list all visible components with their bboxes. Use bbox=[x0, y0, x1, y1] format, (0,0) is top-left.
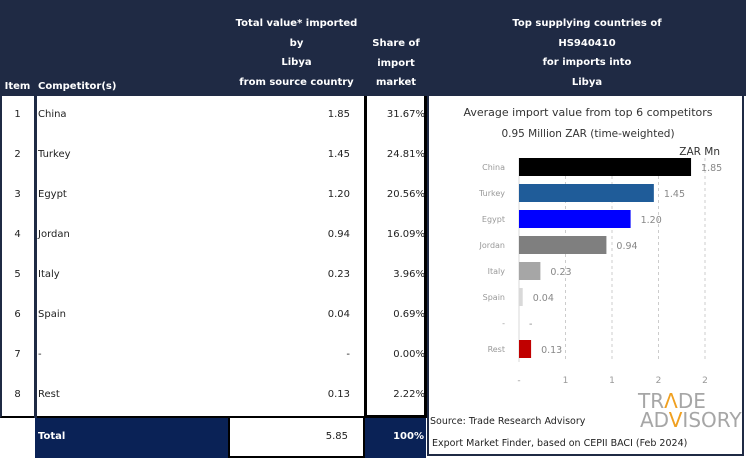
table-row: 3 Egypt 1.20 20.56% bbox=[0, 176, 428, 216]
chart-title: Average import value from top 6 competit… bbox=[463, 106, 712, 119]
category-label: Jordan bbox=[479, 241, 505, 250]
data-label: 0.04 bbox=[533, 293, 554, 304]
category-label: Egypt bbox=[482, 215, 505, 224]
table-row: 4 Jordan 0.94 16.09% bbox=[0, 216, 428, 256]
category-label: Turkey bbox=[478, 189, 505, 198]
cell-value: 1.85 bbox=[327, 109, 350, 120]
cell-item: 1 bbox=[14, 109, 21, 120]
table-row: 2 Turkey 1.45 24.81% bbox=[0, 136, 428, 176]
cell-competitor: Spain bbox=[38, 309, 66, 320]
cell-competitor: Egypt bbox=[38, 189, 67, 200]
note-text: Export Market Finder, based on CEPII BAC… bbox=[432, 438, 687, 449]
cell-share: 24.81% bbox=[386, 149, 425, 160]
cell-value: 0.23 bbox=[327, 269, 350, 280]
x-tick-label: 2 bbox=[702, 376, 708, 386]
bar-turkey bbox=[519, 184, 654, 202]
cell-item: 4 bbox=[14, 229, 21, 240]
cell-competitor: Jordan bbox=[38, 229, 70, 240]
cell-share: 31.67% bbox=[386, 109, 425, 120]
cell-share: 0.00% bbox=[393, 349, 425, 360]
source-text: Source: Trade Research Advisory bbox=[430, 416, 586, 427]
cell-item: 8 bbox=[14, 389, 21, 400]
header-item: Item bbox=[4, 81, 31, 92]
bar-egypt bbox=[519, 210, 631, 228]
table-body bbox=[0, 96, 365, 418]
bar-china bbox=[519, 158, 692, 176]
cell-item: 6 bbox=[14, 309, 21, 320]
table-row: 6 Spain 0.04 0.69% bbox=[0, 296, 428, 336]
category-label: Italy bbox=[488, 267, 506, 276]
cell-value: 1.45 bbox=[327, 149, 350, 160]
cell-item: 3 bbox=[14, 189, 21, 200]
total-value-cell: 5.85 bbox=[228, 418, 365, 458]
data-label: 0.13 bbox=[541, 345, 562, 356]
column-divider bbox=[34, 96, 37, 418]
x-tick-label: 1 bbox=[563, 376, 569, 386]
cell-competitor: - bbox=[38, 349, 42, 360]
data-label: 1.85 bbox=[701, 163, 722, 174]
data-label: 0.23 bbox=[550, 267, 571, 278]
data-label: 0.94 bbox=[616, 241, 637, 252]
cell-item: 7 bbox=[14, 349, 21, 360]
table-row: 5 Italy 0.23 3.96% bbox=[0, 256, 428, 296]
chart-subtitle: 0.95 Million ZAR (time-weighted) bbox=[501, 128, 674, 140]
cell-share: 2.22% bbox=[393, 389, 425, 400]
share-column-box bbox=[364, 96, 427, 418]
data-label: 1.45 bbox=[664, 189, 685, 200]
cell-competitor: China bbox=[38, 109, 67, 120]
cell-competitor: Rest bbox=[38, 389, 60, 400]
cell-share: 20.56% bbox=[386, 189, 425, 200]
total-label-cell: Total bbox=[35, 418, 228, 458]
category-label: China bbox=[482, 163, 505, 172]
cell-share: 0.69% bbox=[393, 309, 425, 320]
cell-share: 16.09% bbox=[386, 229, 425, 240]
table-row: 7 - - 0.00% bbox=[0, 336, 428, 376]
x-tick-label: 2 bbox=[656, 376, 662, 386]
cell-value: 0.04 bbox=[327, 309, 350, 320]
unit-label: ZAR Mn bbox=[679, 146, 720, 158]
category-label: - bbox=[502, 319, 505, 328]
chart-panel bbox=[427, 96, 744, 456]
table-row: 1 China 1.85 31.67% bbox=[0, 96, 428, 136]
header-value: Total value* imported by Libya from source… bbox=[235, 18, 358, 107]
category-label: Rest bbox=[488, 345, 505, 354]
bar-jordan bbox=[519, 236, 607, 254]
bar-rest bbox=[519, 340, 532, 358]
table-row: 8 Rest 0.13 2.22% bbox=[0, 376, 428, 416]
x-tick-label: 1 bbox=[609, 376, 615, 386]
svg-text:ADVISORY: ADVISORY bbox=[640, 408, 742, 432]
svg-text:TRΛDE: TRΛDE bbox=[637, 389, 706, 413]
cell-value: 1.20 bbox=[327, 189, 350, 200]
cell-item: 5 bbox=[14, 269, 21, 280]
cell-item: 2 bbox=[14, 149, 21, 160]
table-header bbox=[0, 0, 746, 96]
total-share-cell: 100% bbox=[365, 418, 426, 458]
cell-value: - bbox=[346, 349, 350, 360]
cell-value: 0.94 bbox=[327, 229, 350, 240]
cell-value: 0.13 bbox=[327, 389, 350, 400]
cell-share: 3.96% bbox=[393, 269, 425, 280]
category-label: Spain bbox=[483, 293, 505, 302]
cell-competitor: Turkey bbox=[38, 149, 71, 160]
panel-header: Top supplying countries of HS940410 for im… bbox=[512, 18, 662, 88]
bar-italy bbox=[519, 262, 541, 280]
data-label: - bbox=[529, 319, 532, 330]
trade-advisory-logo: TRΛDE ADVISORY bbox=[637, 389, 742, 432]
header-competitor: Competitor(s) bbox=[38, 81, 117, 92]
x-tick-label: - bbox=[517, 376, 520, 386]
data-label: 1.20 bbox=[641, 215, 662, 226]
bar-spain bbox=[519, 288, 523, 306]
cell-competitor: Italy bbox=[38, 269, 60, 280]
header-share: Share of import market (%) bbox=[372, 38, 420, 108]
